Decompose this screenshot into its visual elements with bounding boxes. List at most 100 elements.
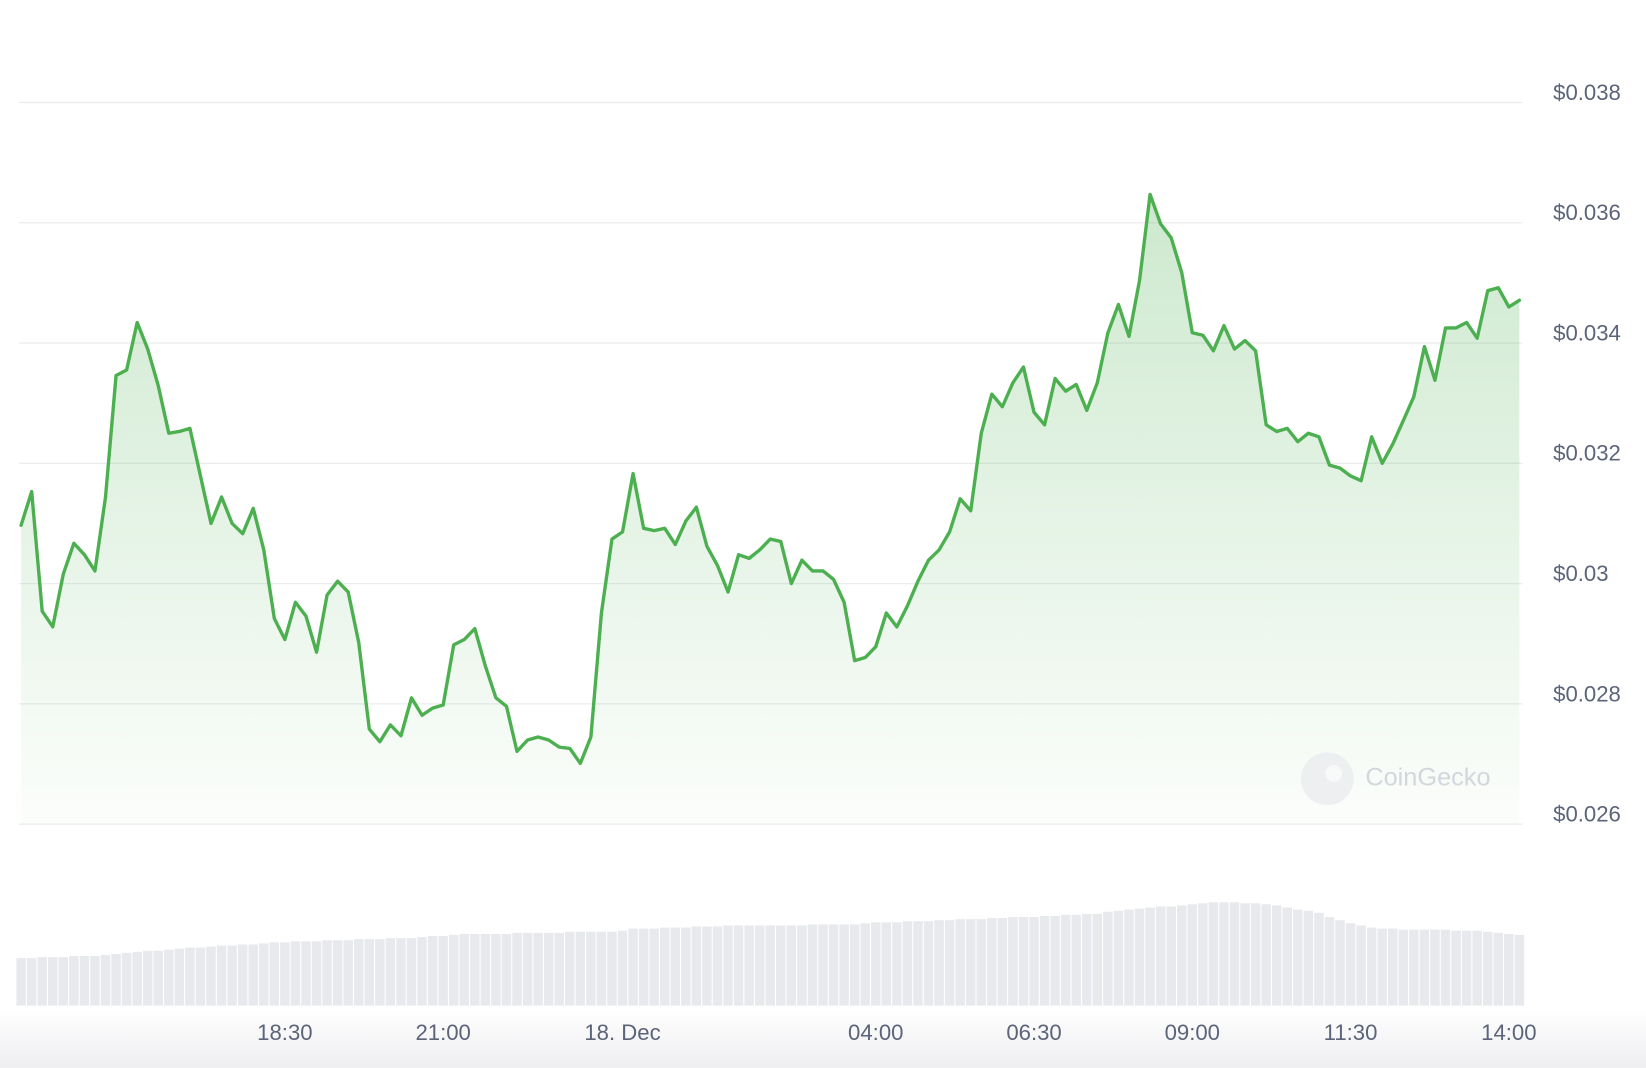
volume-bar (976, 919, 987, 1006)
volume-bar (765, 925, 775, 1006)
volume-bar (744, 925, 754, 1006)
volume-bar (923, 921, 934, 1006)
volume-bar (417, 937, 427, 1006)
y-tick-label: $0.038 (1553, 80, 1621, 105)
volume-bar (111, 953, 121, 1006)
volume-bar (216, 945, 227, 1006)
volume-bar (185, 947, 195, 1006)
x-tick-label: 21:00 (415, 1020, 470, 1045)
volume-bar (322, 940, 332, 1006)
volume-bar (353, 939, 364, 1006)
volume-bar (1419, 929, 1430, 1006)
volume-bar (406, 938, 417, 1006)
volume-bar (828, 924, 839, 1006)
volume-bar (1451, 930, 1461, 1006)
volume-bar (480, 933, 491, 1006)
volume-bar (902, 921, 913, 1006)
volume-bar (987, 918, 997, 1006)
volume-bar (470, 933, 480, 1006)
volume-bar (1398, 929, 1409, 1006)
volume-bar (1176, 905, 1187, 1006)
volume-bar (121, 952, 132, 1006)
price-line (19, 192, 1522, 766)
volume-bar (586, 931, 596, 1006)
volume-bar (1124, 909, 1134, 1006)
volume-bar (1240, 903, 1250, 1006)
volume-bar (913, 921, 923, 1006)
volume-bar (776, 925, 786, 1006)
x-tick-label: 18. Dec (584, 1020, 660, 1045)
volume-bar (48, 957, 58, 1006)
y-tick-label: $0.036 (1553, 200, 1621, 225)
y-tick-label: $0.026 (1553, 802, 1621, 827)
volume-bar (1229, 902, 1240, 1006)
volume-bar (1493, 932, 1504, 1006)
watermark: CoinGecko (1300, 752, 1491, 806)
volume-bar (1092, 913, 1103, 1006)
volume-bar (786, 925, 797, 1006)
volume-bar (206, 946, 216, 1006)
volume-bar (37, 957, 47, 1006)
volume-bar (301, 941, 311, 1006)
volume-bar (427, 936, 438, 1006)
volume-bar (501, 933, 512, 1006)
volume-bar (1029, 917, 1039, 1006)
volume-bar (575, 931, 586, 1006)
volume-bar (1208, 902, 1219, 1006)
volume-bar (1282, 907, 1293, 1006)
volume-bar (522, 932, 533, 1006)
volume-bar (1377, 928, 1387, 1006)
x-tick-label: 04:00 (848, 1020, 903, 1045)
volume-bar (596, 931, 607, 1006)
volume-bar (16, 958, 26, 1006)
volume-bar (1145, 907, 1155, 1006)
volume-bar (617, 930, 628, 1006)
volume-bar (174, 948, 185, 1006)
volume-bar (1271, 905, 1282, 1006)
volume-bar (1187, 904, 1198, 1006)
volume-bar (1113, 910, 1124, 1006)
volume-bar (512, 932, 522, 1006)
volume-bar (375, 939, 385, 1006)
volume-bar (69, 956, 79, 1006)
volume-bar (1039, 915, 1050, 1006)
x-tick-label: 09:00 (1165, 1020, 1220, 1045)
volume-bar (965, 919, 976, 1006)
volume-bar (227, 945, 237, 1006)
volume-bar (1060, 914, 1071, 1006)
volume-bar (1219, 902, 1229, 1006)
volume-bar (892, 922, 902, 1006)
volume-bar (259, 943, 269, 1006)
volume-bar (1303, 910, 1314, 1006)
volume-bar (459, 933, 470, 1006)
volume-bar (280, 942, 290, 1006)
volume-bar (1514, 934, 1525, 1006)
volume-bar (1050, 915, 1060, 1006)
volume-bar (681, 927, 691, 1006)
volume-bar (723, 925, 733, 1006)
volume-bar (1018, 917, 1029, 1006)
volume-bar (565, 931, 575, 1006)
volume-bar (944, 920, 955, 1006)
volume-bar (343, 940, 353, 1006)
volume-bar (26, 958, 37, 1006)
volume-bar (1314, 912, 1324, 1006)
volume-bar (1008, 917, 1018, 1006)
volume-bar (807, 924, 818, 1006)
volume-bar (955, 919, 965, 1006)
volume-bar (733, 925, 744, 1006)
volume-bar (691, 926, 702, 1006)
volume-bar (164, 949, 174, 1006)
volume-bar (638, 928, 649, 1006)
volume-bar (849, 924, 860, 1006)
volume-bar (1388, 928, 1398, 1006)
volume-bar (385, 938, 396, 1006)
volume-bar (153, 950, 164, 1006)
volume-bar (195, 947, 206, 1006)
volume-bar (1345, 923, 1356, 1006)
x-tick-label: 06:30 (1006, 1020, 1061, 1045)
volume-bar (79, 956, 90, 1006)
volume-bar (860, 923, 870, 1006)
